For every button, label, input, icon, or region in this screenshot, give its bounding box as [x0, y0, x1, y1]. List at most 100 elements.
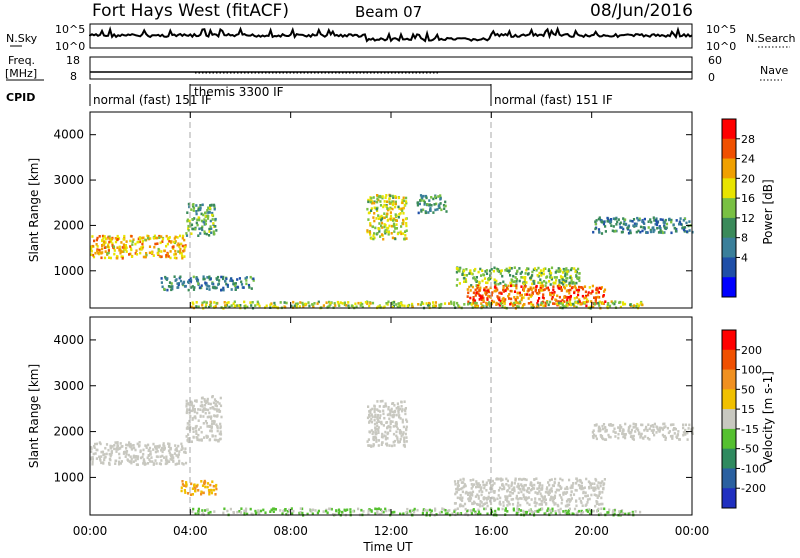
data-cell: [375, 440, 378, 443]
data-cell: [586, 494, 589, 497]
data-cell: [377, 420, 381, 423]
data-cell: [570, 268, 573, 272]
data-cell: [192, 404, 195, 408]
data-cell: [388, 200, 391, 204]
data-cell: [165, 244, 168, 248]
data-cell: [458, 504, 462, 507]
data-cell: [108, 240, 111, 244]
data-cell: [357, 507, 360, 511]
data-cell: [543, 497, 546, 500]
data-cell: [404, 217, 407, 221]
data-cell: [212, 422, 216, 425]
data-cell: [601, 436, 604, 440]
data-cell: [377, 431, 380, 434]
data-cell: [577, 290, 580, 293]
data-cell: [101, 234, 105, 238]
data-cell: [608, 508, 611, 512]
data-cell: [369, 233, 372, 236]
data-cell: [140, 248, 143, 251]
data-cell: [397, 302, 400, 305]
data-cell: [439, 197, 442, 200]
data-cell: [493, 289, 496, 293]
data-cell: [624, 422, 627, 426]
data-cell: [122, 238, 125, 241]
data-cell: [588, 286, 591, 289]
data-cell: [538, 297, 541, 300]
data-cell: [566, 299, 569, 302]
data-cell: [148, 251, 151, 255]
data-cell: [435, 202, 438, 206]
data-cell: [441, 507, 444, 510]
data-cell: [337, 511, 340, 515]
data-cell: [668, 218, 671, 222]
data-cell: [660, 426, 663, 430]
data-cell: [404, 432, 407, 436]
data-cell: [181, 236, 184, 240]
data-cell: [581, 504, 584, 507]
data-cell: [230, 279, 233, 282]
data-cell: [609, 435, 612, 439]
data-cell: [195, 485, 198, 488]
data-cell: [497, 494, 500, 497]
data-cell: [163, 447, 166, 451]
data-cell: [655, 223, 659, 227]
data-cell: [612, 423, 615, 427]
data-cell: [527, 272, 530, 275]
data-cell: [222, 275, 225, 279]
data-cell: [552, 497, 555, 501]
data-cell: [565, 280, 568, 283]
data-cell: [370, 417, 373, 421]
data-cell: [630, 434, 633, 438]
data-cell: [635, 222, 638, 226]
data-cell: [637, 229, 640, 233]
data-cell: [627, 226, 630, 229]
data-cell: [469, 270, 472, 273]
data-cell: [643, 429, 646, 432]
data-cell: [160, 255, 163, 258]
data-cell: [381, 226, 384, 229]
x-tick-label: 16:00: [474, 524, 509, 538]
data-cell: [388, 202, 392, 205]
data-cell: [124, 244, 127, 247]
data-cell: [478, 298, 481, 301]
data-cell: [606, 216, 609, 220]
data-cell: [367, 200, 370, 204]
data-cell: [191, 301, 194, 304]
data-cell: [187, 492, 190, 495]
data-cell: [118, 460, 121, 464]
data-cell: [617, 426, 620, 429]
data-cell: [250, 304, 253, 307]
data-cell: [388, 197, 391, 200]
data-cell: [638, 432, 641, 436]
data-cell: [482, 299, 485, 303]
data-cell: [457, 304, 460, 307]
data-cell: [180, 448, 183, 451]
data-cell: [524, 510, 527, 514]
data-cell: [122, 247, 125, 251]
data-cell: [107, 251, 110, 255]
data-cell: [573, 297, 576, 300]
data-cell: [582, 487, 585, 490]
data-cell: [569, 284, 572, 288]
data-cell: [99, 459, 102, 462]
data-cell: [586, 508, 589, 511]
data-cell: [130, 235, 133, 238]
data-cell: [185, 481, 188, 484]
data-cell: [417, 211, 420, 215]
data-cell: [648, 438, 651, 441]
data-cell: [652, 230, 655, 234]
data-cell: [456, 268, 459, 271]
data-cell: [316, 302, 319, 305]
data-cell: [623, 219, 626, 223]
data-cell: [497, 477, 500, 481]
data-cell: [561, 271, 565, 274]
data-cell: [477, 270, 480, 274]
data-cell: [506, 510, 509, 513]
data-cell: [601, 427, 605, 431]
data-cell: [652, 228, 655, 231]
data-cell: [476, 493, 479, 497]
data-cell: [172, 247, 175, 250]
data-cell: [372, 430, 375, 434]
data-cell: [502, 286, 505, 289]
